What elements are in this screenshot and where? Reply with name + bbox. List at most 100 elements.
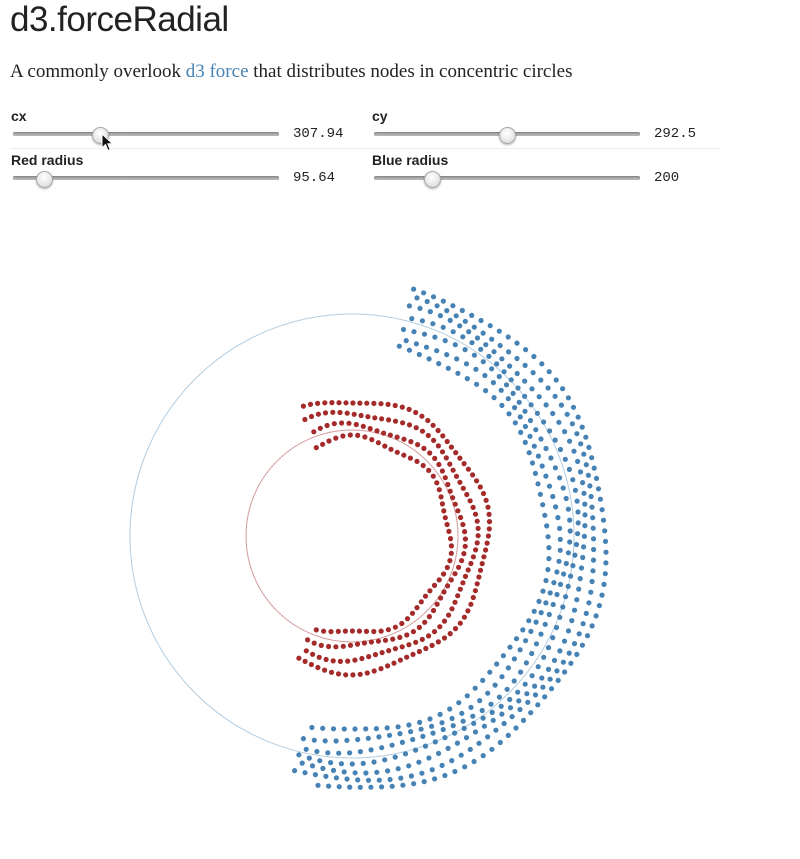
blue-node (554, 668, 560, 674)
red-node (331, 421, 337, 427)
blue-node (552, 465, 559, 471)
blue-node (576, 586, 582, 592)
blue-node (474, 381, 480, 387)
blue-node (442, 338, 448, 344)
red-node (323, 656, 329, 663)
blue-radius-slider-thumb[interactable] (424, 171, 442, 188)
blue-node (469, 340, 475, 346)
red-node (394, 449, 400, 455)
blue-node (575, 509, 581, 515)
blue-node (432, 334, 438, 340)
red-node (447, 631, 453, 637)
red-node (474, 540, 480, 546)
red-node (470, 472, 476, 478)
blue-node (478, 346, 484, 352)
blue-node (535, 481, 541, 487)
red-node (470, 504, 476, 510)
blue-radius-slider[interactable] (374, 176, 640, 180)
red-node (444, 521, 450, 528)
red-node (302, 658, 308, 664)
red-node (477, 484, 483, 490)
red-radius-control: Red radius 95.64 (11, 152, 351, 192)
red-node (438, 494, 444, 500)
blue-node (526, 450, 532, 456)
blue-node (520, 627, 526, 633)
d3-force-link[interactable]: d3 force (185, 61, 249, 82)
red-node (357, 400, 363, 406)
blue-node (514, 370, 520, 377)
cy-slider-thumb[interactable] (498, 127, 516, 144)
blue-node (590, 557, 597, 563)
cx-slider[interactable] (13, 132, 279, 136)
blue-node (550, 601, 556, 608)
red-node (407, 455, 413, 461)
blue-node (486, 353, 492, 359)
blue-node (352, 770, 358, 776)
red-node (364, 670, 370, 676)
red-node (439, 501, 445, 507)
red-node (413, 639, 419, 645)
red-node (443, 455, 449, 461)
red-node (448, 543, 454, 549)
blue-node (565, 628, 572, 634)
blue-node (333, 738, 339, 744)
blue-node (577, 576, 583, 582)
red-node (318, 642, 324, 648)
blue-node (580, 554, 586, 561)
blue-node (471, 758, 477, 765)
red-node (385, 663, 391, 669)
blue-node (575, 458, 581, 464)
blue-node (522, 393, 528, 399)
blue-node (562, 429, 568, 435)
red-node (435, 443, 441, 449)
red-node (343, 672, 349, 678)
red-node (397, 657, 403, 663)
blue-node (447, 317, 453, 323)
blue-node (557, 525, 563, 531)
blue-node (588, 589, 594, 595)
blue-node (382, 757, 388, 763)
blue-node (537, 491, 544, 497)
red-node (397, 634, 403, 640)
blue-node (541, 654, 547, 660)
red-node (441, 589, 447, 595)
blue-node (374, 769, 380, 775)
blue-node (420, 733, 426, 740)
blue-node (447, 706, 453, 712)
blue-node (580, 480, 586, 486)
blue-node (535, 453, 542, 459)
blue-node (450, 303, 456, 309)
blue-node (494, 661, 500, 667)
blue-node (554, 591, 560, 598)
blue-node (554, 569, 560, 575)
blue-node (459, 710, 465, 716)
blue-node (546, 545, 552, 551)
red-node (459, 558, 465, 564)
red-radius-slider-thumb[interactable] (36, 171, 54, 188)
blue-node (454, 740, 460, 746)
red-node (342, 628, 348, 634)
blue-node (567, 438, 573, 444)
blue-node (469, 312, 475, 318)
blue-node (538, 631, 544, 637)
blue-node (432, 776, 438, 782)
blue-node (344, 776, 350, 782)
blue-node (452, 730, 458, 736)
red-radius-slider[interactable] (13, 176, 279, 180)
blue-node (535, 702, 541, 708)
red-node (415, 442, 421, 448)
blue-node (585, 472, 592, 478)
blue-node (552, 393, 558, 399)
blue-node (507, 705, 514, 711)
blue-node (473, 366, 479, 372)
blue-node (434, 303, 440, 309)
blue-node (578, 565, 585, 571)
blue-node (561, 571, 567, 577)
blue-node (569, 618, 575, 624)
red-node (413, 409, 419, 416)
blue-node (595, 486, 602, 492)
blue-node (490, 717, 496, 723)
blue-node (418, 726, 424, 732)
blue-node (395, 724, 401, 730)
red-node (400, 420, 406, 426)
